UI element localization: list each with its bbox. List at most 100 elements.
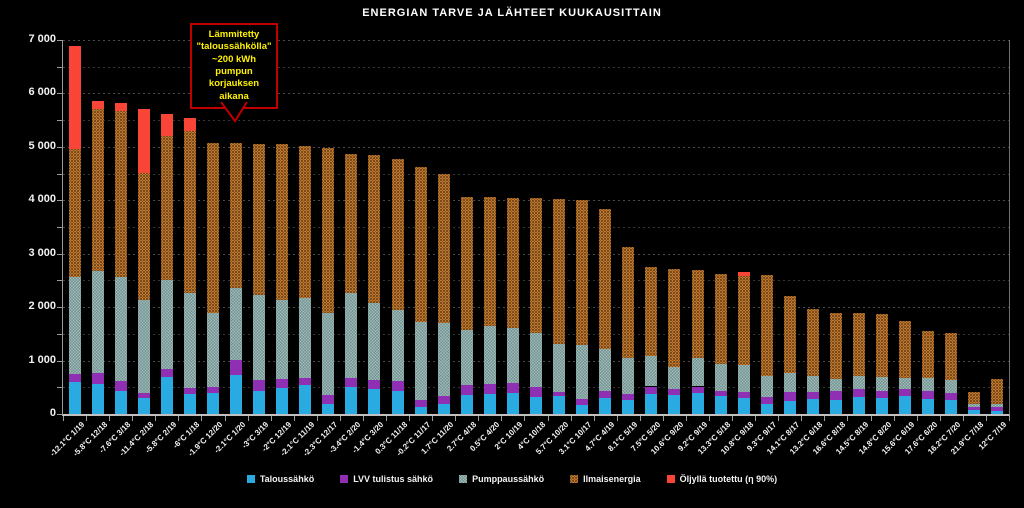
bar-segment-talous [114,391,127,414]
bar-segment-pumppaus [599,349,612,391]
y-axis-label: 7 000 [28,33,56,45]
bar-segment-talous [253,390,266,414]
bar-segment-talous [437,403,450,414]
bar-segment-lvv [253,380,266,391]
bar-segment-pumppaus [991,404,1004,407]
bar-segment-lvv [737,392,750,398]
bar-segment-lvv [945,393,958,400]
bar-segment-pumppaus [230,288,243,361]
y-axis-tick [57,333,62,335]
bar-segment-pumppaus [714,363,727,391]
bar-segment-pumppaus [68,276,81,375]
y-axis-tick [57,360,62,362]
bar-segment-lvv [668,388,681,396]
bar-segment-talous [368,388,381,414]
bar-segment-pumppaus [460,330,473,386]
y-axis-tick [57,227,62,228]
bar-segment-ilmais [737,276,750,366]
x-axis-tick [1009,416,1010,421]
legend-swatch-ilmaisenergia [570,475,579,483]
x-axis-tick [985,416,987,421]
x-axis-tick [316,416,318,421]
bar-segment-pumppaus [322,313,335,396]
bar-segment-talous [968,409,981,414]
bar-segment-oljy [114,103,127,112]
bar-segment-lvv [991,406,1004,411]
bar-segment-oljy [68,46,81,149]
bar-segment-ilmais [483,197,496,327]
gridline [63,66,1009,68]
bar-segment-lvv [183,387,196,394]
bar-segment-ilmais [322,147,335,314]
bar-segment-ilmais [68,149,81,277]
legend-swatch-lvv [340,475,349,483]
bar-segment-talous [922,398,935,414]
bar-segment-ilmais [945,333,958,381]
bar-segment-pumppaus [137,299,150,394]
x-axis-tick [293,416,295,421]
bar-segment-pumppaus [160,280,173,370]
y-axis-tick [57,253,62,255]
bar-segment-pumppaus [783,372,796,392]
legend-item-ilmaisenergia: Ilmaisenergia [570,474,641,484]
annotation-text: Lämmitetty "taloussähkölla" ~200 kWh pum… [196,29,272,102]
bar-segment-pumppaus [853,376,866,389]
x-axis-tick [224,416,226,421]
bar-segment-lvv [576,398,589,406]
x-axis-tick [155,416,157,421]
bar-segment-oljy [183,118,196,131]
x-axis-tick [339,416,341,421]
bar-segment-ilmais [368,154,381,304]
bar-segment-pumppaus [829,378,842,391]
bar-segment-talous [899,396,912,414]
bar-segment-lvv [691,386,704,394]
bar-segment-pumppaus [806,376,819,393]
bar-segment-lvv [114,380,127,392]
y-axis-tick [57,387,62,389]
bar-segment-pumppaus [299,298,312,378]
bar-segment-ilmais [668,268,681,367]
bar-segment-lvv [68,374,81,383]
x-axis-tick [86,416,88,421]
legend-item-taloussahko: Taloussähkö [246,474,314,484]
x-axis-tick [824,416,826,421]
x-axis-tick [939,416,941,421]
x-axis-tick [247,416,249,421]
x-axis-tick [409,416,411,421]
bar-segment-pumppaus [899,377,912,389]
x-axis-tick [432,416,434,421]
bar-segment-lvv [829,390,842,400]
bar-segment-lvv [345,377,358,388]
bar-segment-talous [137,397,150,414]
bar-segment-talous [622,400,635,414]
x-axis-tick [501,416,503,421]
bar-segment-ilmais [230,143,243,289]
x-axis-tick [524,416,526,421]
bar-segment-ilmais [991,378,1004,405]
x-axis-tick [916,416,918,421]
x-axis-tick [778,416,780,421]
legend-label-oljylla: Öljyllä tuotettu (η 90%) [679,474,778,484]
bar-segment-talous [783,401,796,414]
y-axis-tick [57,414,62,415]
bar-segment-ilmais [691,269,704,359]
legend-label-pumppaussahko: Pumppaussähkö [472,474,545,484]
y-axis-tick [57,40,62,41]
bar-segment-ilmais [714,273,727,364]
bar-segment-pumppaus [553,344,566,393]
bar-segment-talous [668,395,681,414]
y-axis-tick [57,146,62,148]
bar-segment-talous [91,384,104,414]
bar-segment-pumppaus [691,358,704,387]
gridline [63,93,1009,95]
bar-segment-pumppaus [922,377,935,391]
bar-segment-lvv [806,392,819,399]
gridline [63,146,1009,148]
bar-segment-lvv [876,390,889,398]
legend-item-oljylla: Öljyllä tuotettu (η 90%) [666,474,778,484]
gridline [63,120,1009,122]
bar-segment-lvv [645,386,658,394]
plot-area [57,40,1010,421]
x-axis-tick [478,416,480,421]
legend: Taloussähkö LVV tulistus sähkö Pumppauss… [0,474,1024,484]
